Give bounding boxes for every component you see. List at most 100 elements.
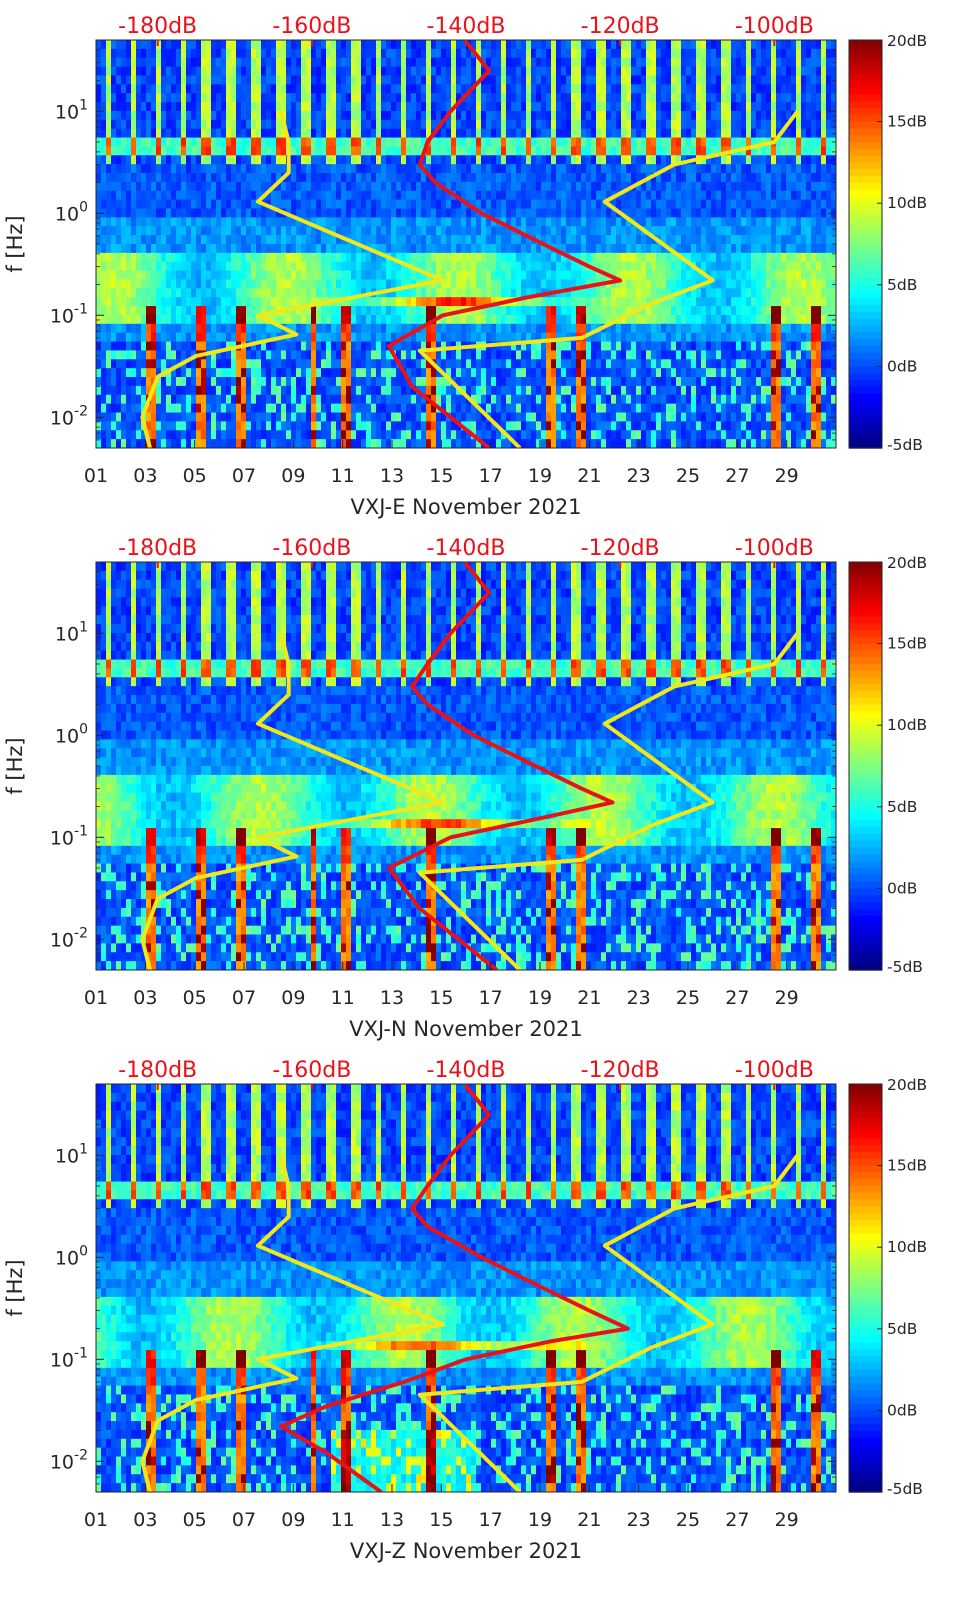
x-tick-label: 27 — [725, 987, 749, 1009]
chart-panel-3: 101 100 10-1 10-2 01 03 05 07 09 11 13 15 17 19 21 23 25… — [3, 1058, 927, 1563]
x-tick-label: 21 — [577, 1509, 601, 1531]
y-tick-label: 10-1 — [50, 823, 88, 849]
series-line-median-psd — [386, 562, 615, 970]
x-tick-label: 29 — [775, 465, 799, 487]
x-axis-label: VXJ-N November 2021 — [349, 1017, 583, 1041]
x-tick-label: 05 — [183, 1509, 207, 1531]
x-tick-label: 03 — [133, 465, 157, 487]
colorbar-tick-label: 15dB — [887, 1157, 927, 1175]
x-tick-label: 19 — [528, 465, 552, 487]
series-line-noise-model-low — [140, 632, 445, 970]
y-tick-label: 101 — [55, 97, 88, 123]
x-tick-label: 13 — [380, 1509, 404, 1531]
x-tick-label: 09 — [281, 987, 305, 1009]
x-tick-label: 13 — [380, 465, 404, 487]
x-tick-label: 23 — [627, 987, 651, 1009]
x-tick-label: 19 — [528, 1509, 552, 1531]
colorbar-tick-label: 15dB — [887, 113, 927, 131]
chart-panel-1: 101 100 10-1 10-2 01 03 05 07 09 11 13 15 17 19 21 23 25… — [3, 14, 927, 519]
x-tick-label: 17 — [479, 465, 503, 487]
power-tick-label: -100dB — [735, 1058, 814, 1083]
x-tick-label: 03 — [133, 1509, 157, 1531]
colorbar-tick-label: 15dB — [887, 635, 927, 653]
power-tick-label: -180dB — [118, 14, 197, 39]
y-tick-label: 100 — [55, 199, 88, 225]
colorbar: 20dB 15dB 10dB 5dB 0dB -5dB — [848, 32, 927, 454]
spectrogram — [96, 562, 836, 970]
series-line-noise-model-high — [417, 1154, 800, 1492]
x-tick-label: 27 — [725, 1509, 749, 1531]
x-tick-label: 11 — [331, 987, 355, 1009]
x-tick-label: 25 — [676, 987, 700, 1009]
colorbar-tick-label: 20dB — [887, 1076, 927, 1094]
x-tick-label: 25 — [676, 465, 700, 487]
y-axis-label: f [Hz] — [3, 737, 27, 794]
colorbar: 20dB 15dB 10dB 5dB 0dB -5dB — [848, 554, 927, 976]
colorbar-tick-label: 10dB — [887, 716, 927, 734]
x-tick-label: 15 — [429, 1509, 453, 1531]
x-tick-label: 09 — [281, 1509, 305, 1531]
colorbar-tick-label: 10dB — [887, 1238, 927, 1256]
x-tick-label: 05 — [183, 987, 207, 1009]
power-tick-label: -100dB — [735, 536, 814, 561]
x-tick-label: 09 — [281, 465, 305, 487]
colorbar-tick-label: 20dB — [887, 554, 927, 572]
x-tick-label: 03 — [133, 987, 157, 1009]
colorbar: 20dB 15dB 10dB 5dB 0dB -5dB — [848, 1076, 927, 1498]
colorbar-tick-label: 0dB — [887, 357, 917, 375]
series-line-median-psd — [386, 40, 623, 448]
x-tick-label: 23 — [627, 1509, 651, 1531]
x-tick-label: 01 — [84, 987, 108, 1009]
colorbar-tick-label: -5dB — [887, 436, 923, 454]
power-tick-label: -120dB — [581, 1058, 660, 1083]
power-tick-label: -120dB — [581, 14, 660, 39]
series-line-noise-model-high — [417, 110, 800, 448]
x-tick-label: 25 — [676, 1509, 700, 1531]
colorbar-tick-label: 0dB — [887, 879, 917, 897]
colorbar-tick-label: -5dB — [887, 1480, 923, 1498]
power-tick-label: -140dB — [427, 1058, 506, 1083]
y-tick-label: 100 — [55, 1243, 88, 1269]
x-axis-label: VXJ-E November 2021 — [350, 495, 581, 519]
x-tick-label: 17 — [479, 987, 503, 1009]
power-tick-label: -160dB — [272, 14, 351, 39]
power-tick-label: -160dB — [272, 536, 351, 561]
colorbar-tick-label: 5dB — [887, 276, 917, 294]
x-tick-label: 11 — [331, 1509, 355, 1531]
x-tick-label: 15 — [429, 465, 453, 487]
power-tick-label: -120dB — [581, 536, 660, 561]
y-tick-label: 10-1 — [50, 1345, 88, 1371]
spectrogram — [96, 40, 836, 448]
y-axis-label: f [Hz] — [3, 1259, 27, 1316]
power-tick-label: -180dB — [118, 536, 197, 561]
series-line-noise-model-low — [140, 110, 445, 448]
x-tick-label: 29 — [775, 987, 799, 1009]
y-tick-label: 10-1 — [50, 301, 88, 327]
y-tick-label: 10-2 — [50, 925, 88, 951]
y-tick-label: 101 — [55, 619, 88, 645]
x-tick-label: 01 — [84, 465, 108, 487]
power-tick-label: -140dB — [427, 536, 506, 561]
x-tick-label: 17 — [479, 1509, 503, 1531]
x-tick-label: 23 — [627, 465, 651, 487]
x-tick-label: 21 — [577, 987, 601, 1009]
x-tick-label: 01 — [84, 1509, 108, 1531]
x-tick-label: 05 — [183, 465, 207, 487]
x-tick-label: 19 — [528, 987, 552, 1009]
x-tick-label: 07 — [232, 1509, 256, 1531]
series-line-median-psd — [279, 1084, 630, 1492]
colorbar-tick-label: 10dB — [887, 194, 927, 212]
x-tick-label: 27 — [725, 465, 749, 487]
x-tick-label: 07 — [232, 465, 256, 487]
x-axis-label: VXJ-Z November 2021 — [350, 1539, 582, 1563]
y-tick-label: 10-2 — [50, 1447, 88, 1473]
colorbar-tick-label: 0dB — [887, 1401, 917, 1419]
power-tick-label: -160dB — [272, 1058, 351, 1083]
x-tick-label: 29 — [775, 1509, 799, 1531]
power-tick-label: -100dB — [735, 14, 814, 39]
series-line-noise-model-low — [140, 1154, 445, 1492]
series-line-noise-model-high — [417, 632, 800, 970]
y-tick-label: 101 — [55, 1141, 88, 1167]
y-axis-label: f [Hz] — [3, 215, 27, 272]
